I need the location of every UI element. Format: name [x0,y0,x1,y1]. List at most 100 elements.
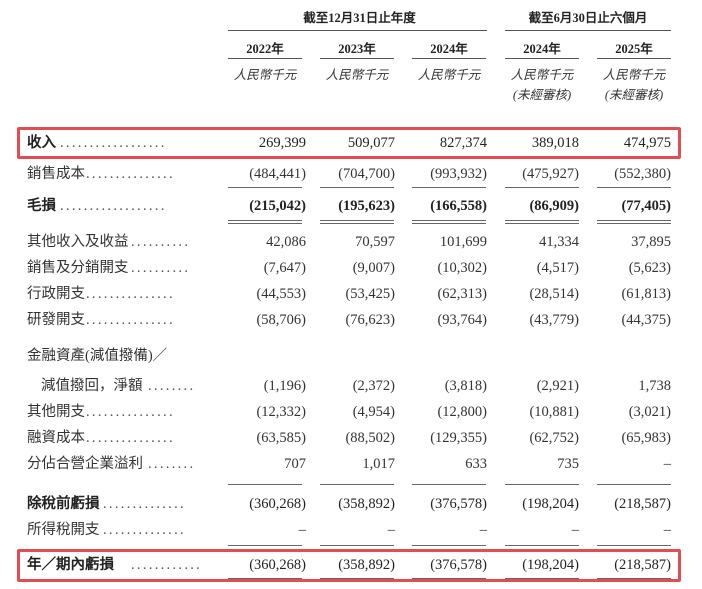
table-row-income-tax: 所得稅開支 .............. – – – – – [0,519,702,541]
row-label: 除稅前虧損 [27,496,100,512]
leader-dots: ............... [86,286,175,302]
cell-value: (43,779) [529,312,579,328]
cell-value: – [663,456,671,472]
unit-label: 人民幣千元 [417,68,481,82]
cell-value: (88,502) [345,430,395,446]
row-label: 所得稅開支 [27,522,100,538]
unaudited-note: (未經審核) [512,88,572,102]
table-row-net-loss: 年／期內虧損 ............ (360,268) (358,892) … [0,554,702,576]
subtotal-rule [320,484,394,485]
cell-value: (28,514) [529,286,579,302]
leader-dots: ............... [86,404,175,420]
subtotal-rule [320,545,394,546]
total-double-rule [320,220,394,224]
leader-dots: ............ [131,557,203,573]
cell-value: (12,800) [437,404,487,420]
column-unit: 人民幣千元 (未經審核) [597,65,671,105]
subtotal-rule [412,187,486,188]
cell-value: (62,752) [529,430,579,446]
cell-value: – [571,522,579,538]
group-rule-full-year [228,30,487,31]
cell-value: (58,706) [256,312,306,328]
row-label: 年／期內虧損 [27,557,114,573]
year-rule [228,58,302,59]
row-label: 金融資產(減值撥備)／ [27,348,168,364]
leader-dots: .......... [131,260,191,276]
cell-value: (552,380) [614,166,671,182]
leader-dots: ........ [148,456,196,472]
subtotal-rule [320,187,394,188]
unit-label: 人民幣千元 [233,68,297,82]
cell-value: (86,909) [529,198,579,214]
cell-value: 389,018 [531,135,579,151]
year-rule [320,58,394,59]
cell-value: 827,374 [439,135,487,151]
table-row-impairment-heading: 金融資產(減值撥備)／ [0,345,702,367]
column-unit: 人民幣千元 (未經審核) [505,65,579,105]
subtotal-rule [412,578,486,579]
total-double-rule [412,220,486,224]
cell-value: (358,892) [338,557,395,573]
column-header-year: 2024年 [430,42,468,56]
cell-value: (360,268) [249,496,306,512]
cell-value: (7,647) [263,260,306,276]
cell-value: (360,268) [249,557,306,573]
table-row-other-income: 其他收入及收益 .......... 42,086 70,597 101,699… [0,231,702,253]
cell-value: (1,196) [263,378,306,394]
cell-value: 41,334 [539,234,579,250]
cell-value: (166,558) [430,198,487,214]
cell-value: (475,927) [522,166,579,182]
subtotal-rule [597,187,671,188]
subtotal-rule [228,578,302,579]
cell-value: 37,895 [631,234,671,250]
cell-value: (195,623) [338,198,395,214]
cell-value: (376,578) [430,496,487,512]
cell-value: – [479,522,487,538]
group-header-full-year: 截至12月31日止年度 [303,11,416,25]
leader-dots: ........ [148,378,196,394]
row-label: 銷售及分銷開支 [27,260,129,276]
cell-value: 707 [284,456,306,472]
leader-dots: .......... [131,234,191,250]
row-label: 收入 [27,135,56,151]
table-row-share-of-jv-profit: 分佔合營企業溢利 ........ 707 1,017 633 735 – [0,453,702,475]
row-label: 銷售成本 [27,166,85,182]
cell-value: (63,585) [256,430,306,446]
cell-value: (376,578) [430,557,487,573]
cell-value: 1,738 [638,378,671,394]
column-unit: 人民幣千元 [320,65,394,85]
cell-value: 509,077 [347,135,395,151]
total-double-rule [597,220,671,224]
cell-value: (2,921) [536,378,579,394]
column-unit: 人民幣千元 [228,65,302,85]
column-header-year: 2025年 [615,42,653,56]
row-label: 其他開支 [27,404,85,420]
cell-value: (129,355) [430,430,487,446]
cell-value: (61,813) [621,286,671,302]
column-header-year: 2022年 [246,42,284,56]
leader-dots: .............. [103,522,186,538]
leader-dots: .................. [60,198,167,214]
cell-value: (77,405) [621,198,671,214]
cell-value: (44,375) [621,312,671,328]
year-rule [597,58,671,59]
cell-value: (76,623) [345,312,395,328]
group-rule-half-year [505,30,671,31]
column-header-year: 2024年 [523,42,561,56]
table-row-impairment-net: 減值撥回，淨額 ........ (1,196) (2,372) (3,818)… [0,375,702,397]
cell-value: – [663,522,671,538]
cell-value: (198,204) [522,557,579,573]
row-label: 分佔合營企業溢利 [27,456,143,472]
cell-value: (218,587) [614,496,671,512]
cell-value: (218,587) [614,557,671,573]
cell-value: (9,007) [352,260,395,276]
row-label: 其他收入及收益 [27,234,129,250]
cell-value: (993,932) [430,166,487,182]
year-rule [505,58,579,59]
total-double-rule [228,220,302,224]
unit-label: 人民幣千元 [325,68,389,82]
cell-value: (3,021) [628,404,671,420]
subtotal-rule [412,484,486,485]
unit-label: 人民幣千元 [602,68,666,82]
cell-value: 269,399 [258,135,306,151]
